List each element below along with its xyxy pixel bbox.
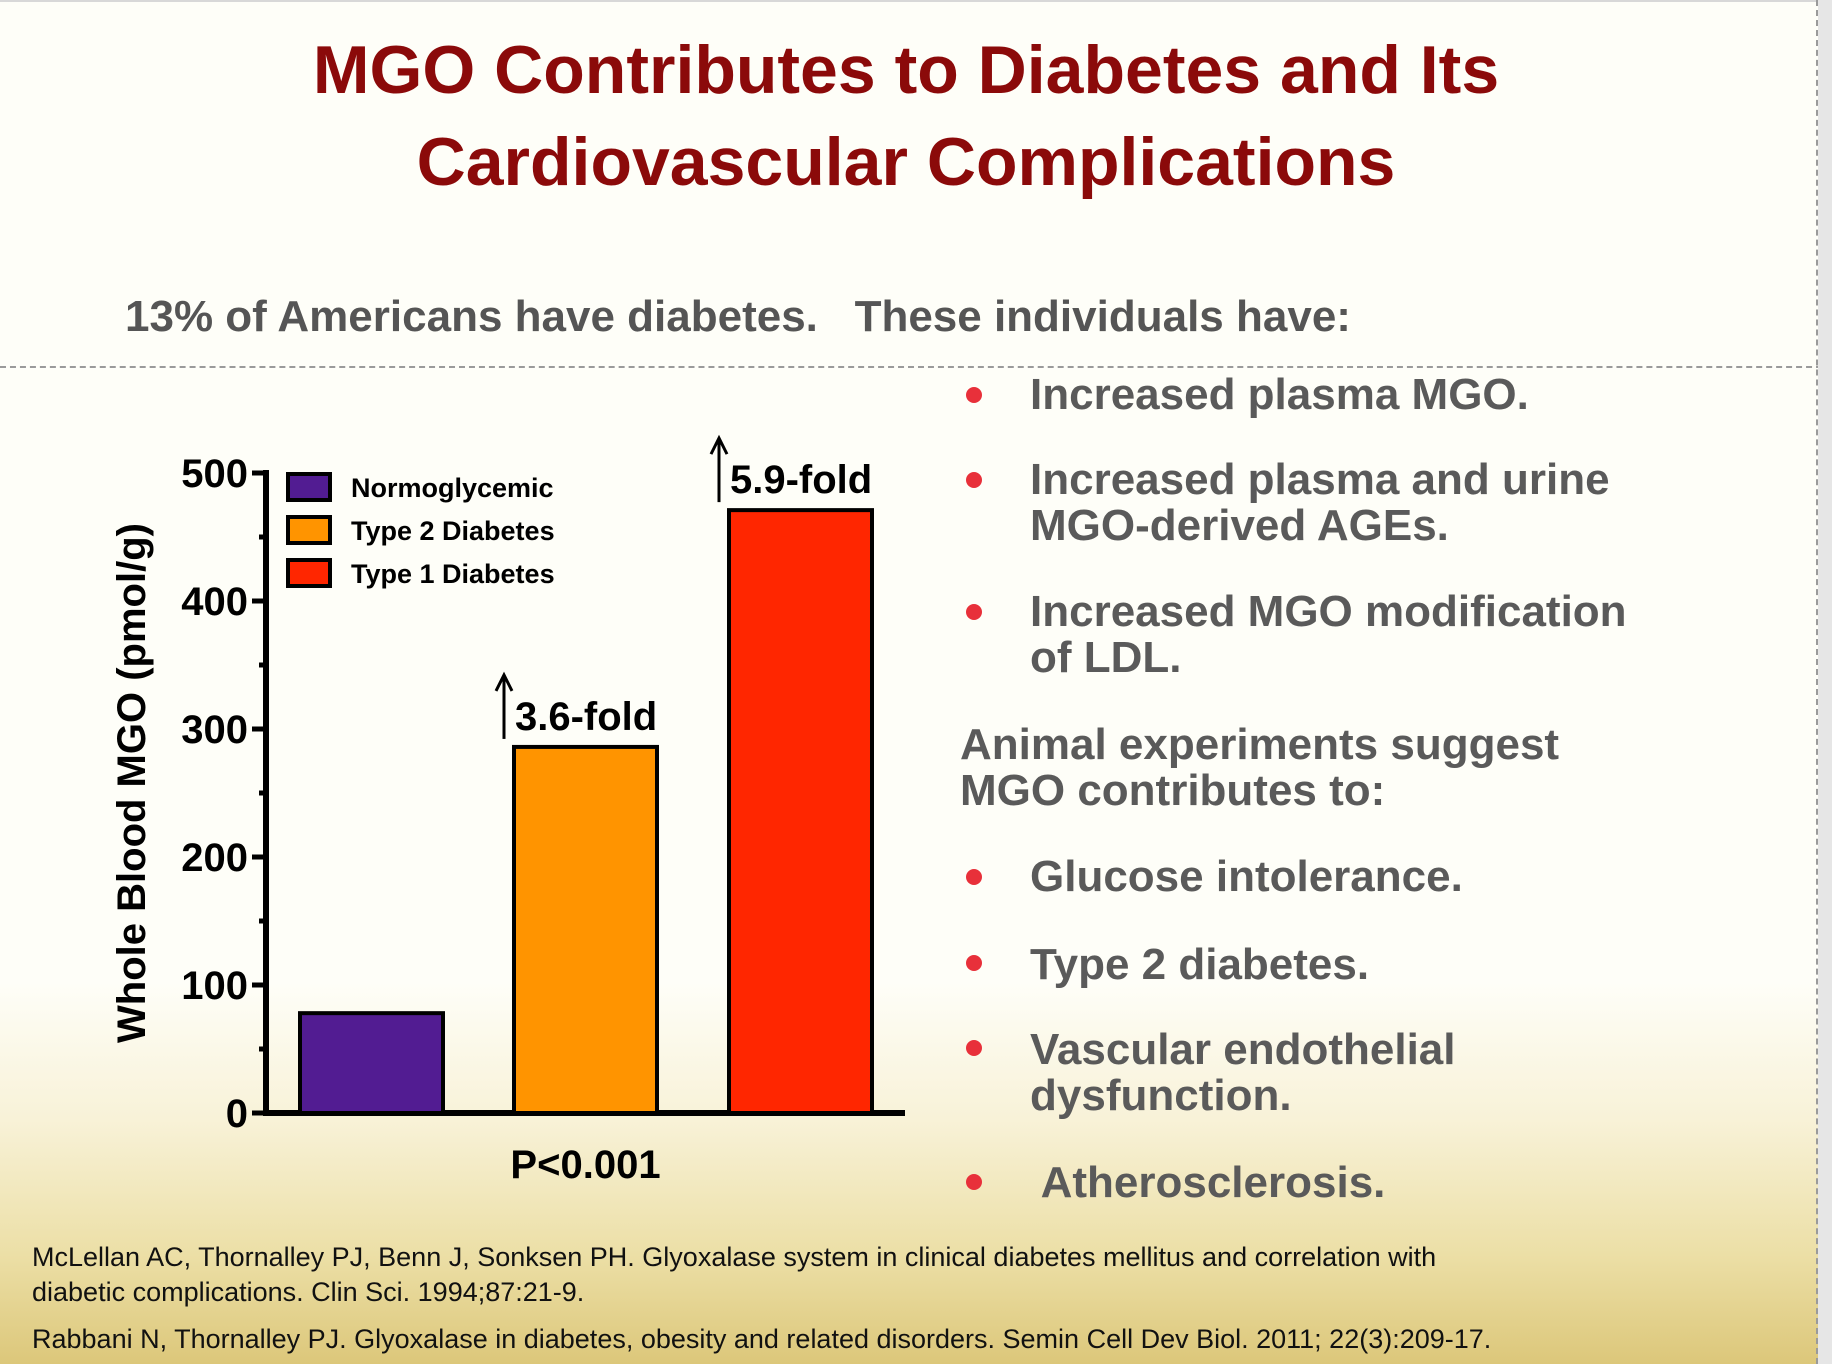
heading-line: MGO contributes to: <box>960 766 1386 815</box>
bullet-icon <box>966 1040 982 1056</box>
reference-line: McLellan AC, Thornalley PJ, Benn J, Sonk… <box>32 1242 1437 1272</box>
legend-label: Normoglycemic <box>351 473 554 503</box>
bullet-icon <box>966 387 982 403</box>
bullet-item: Type 2 diabetes. <box>1030 942 1369 988</box>
bullet-icon <box>966 869 982 885</box>
subtitle: 13% of Americans have diabetes. These in… <box>125 292 1351 341</box>
legend-swatch <box>286 558 332 588</box>
reference-2: Rabbani N, Thornalley PJ. Glyoxalase in … <box>32 1322 1491 1357</box>
bullet-text: Type 2 diabetes. <box>1030 940 1370 989</box>
horizontal-guide <box>0 366 1832 368</box>
bar-chart: 0 100 200 300 400 500 3.6-fold 5.9-fold Normogly… <box>110 434 905 1187</box>
legend-swatch <box>286 515 332 545</box>
bullet-text: Vascular endothelial <box>1030 1025 1456 1074</box>
vertical-guide <box>1816 0 1818 1364</box>
bullet-item: Glucose intolerance. <box>1030 854 1463 900</box>
bullet-icon <box>966 472 982 488</box>
fold-annotation: 5.9-fold <box>730 458 872 502</box>
up-arrow-icon <box>494 671 514 692</box>
legend-swatch <box>286 472 332 502</box>
top-border <box>0 0 1832 2</box>
slide-title-line2: Cardiovascular Complications <box>416 124 1396 200</box>
bullet-text: Atherosclerosis. <box>1030 1158 1386 1207</box>
bullet-icon <box>966 1174 982 1190</box>
y-tick-label: 200 <box>181 836 248 880</box>
y-tick-label: 0 <box>226 1092 248 1136</box>
bullet-item: Increased MGO modification of LDL. <box>1030 589 1627 681</box>
legend-label: Type 1 Diabetes <box>351 559 555 589</box>
bullet-text: Increased plasma and urine <box>1030 455 1610 504</box>
x-axis-label: P<0.001 <box>510 1143 660 1187</box>
animal-heading: Animal experiments suggest MGO contribute… <box>960 722 1559 814</box>
fold-annotation: 3.6-fold <box>515 695 657 739</box>
right-margin <box>1818 0 1832 1364</box>
y-axis-label: Whole Blood MGO (pmol/g) <box>110 523 154 1043</box>
bullet-text: Increased MGO modification <box>1030 587 1627 636</box>
bullet-item: Atherosclerosis. <box>1030 1158 1386 1207</box>
bullet-text: of LDL. <box>1030 633 1182 682</box>
bullet-text: Glucose intolerance. <box>1030 852 1463 901</box>
heading-line: Animal experiments suggest <box>960 720 1560 769</box>
reference-line: Rabbani N, Thornalley PJ. Glyoxalase in … <box>32 1324 1492 1354</box>
reference-1: McLellan AC, Thornalley PJ, Benn J, Sonk… <box>32 1240 1436 1310</box>
reference-line: diabetic complications. Clin Sci. 1994;8… <box>32 1277 585 1307</box>
y-tick-label: 300 <box>181 708 248 752</box>
bar-type-1-diabetes <box>727 508 874 1115</box>
bullet-icon <box>966 604 982 620</box>
bar-type-2-diabetes <box>512 744 659 1115</box>
bar-normoglycemic <box>298 1011 445 1115</box>
bullet-text: dysfunction. <box>1030 1071 1292 1120</box>
y-tick-label: 500 <box>181 452 248 496</box>
bullet-item: Increased plasma and urine MGO-derived AG… <box>1030 457 1610 549</box>
bullet-item: Vascular endothelial dysfunction. <box>1030 1027 1456 1119</box>
bullet-item: Increased plasma MGO. <box>1030 372 1529 418</box>
bullet-text: MGO-derived AGEs. <box>1030 501 1449 550</box>
y-tick-label: 400 <box>181 580 248 624</box>
up-arrow-icon <box>709 434 729 455</box>
slide-title-line1: MGO Contributes to Diabetes and Its <box>312 32 1500 108</box>
bullet-text: Increased plasma MGO. <box>1030 370 1529 419</box>
y-tick-label: 100 <box>181 964 248 1008</box>
bullet-icon <box>966 955 982 971</box>
legend-label: Type 2 Diabetes <box>351 516 555 546</box>
